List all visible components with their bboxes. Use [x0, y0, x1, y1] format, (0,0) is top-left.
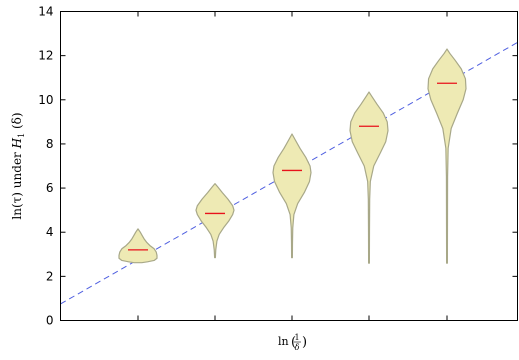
y-axis-label-prefix: ln(τ) under: [10, 148, 24, 219]
plot-frame: [60, 11, 518, 321]
y-tick-label-14: 14: [38, 5, 53, 19]
y-tick-label-2: 2: [46, 269, 54, 283]
medians-group: [128, 82, 457, 251]
y-axis-label: ln(τ) under H1 (δ): [10, 112, 26, 219]
y-axis-label-h: H: [10, 137, 24, 149]
violins-group: [118, 48, 467, 264]
y-tick-label-10: 10: [38, 93, 53, 107]
x-axis-label-open-paren: (: [291, 335, 296, 350]
ticks-group: [60, 11, 518, 321]
x-axis-label-denominator: δ: [295, 343, 300, 352]
y-tick-labels: 0 2 4 6 8 10 12 14: [38, 5, 53, 328]
y-tick-label-4: 4: [46, 225, 54, 239]
violin-3: [272, 133, 312, 259]
x-axis-label: ln ( 1 δ ): [278, 333, 307, 352]
x-axis-label-close-paren: ): [302, 335, 307, 350]
violin-1: [118, 228, 158, 264]
y-tick-label-6: 6: [46, 181, 54, 195]
y-tick-label-0: 0: [46, 314, 54, 328]
x-axis-label-numerator: 1: [294, 333, 299, 342]
violin-4: [349, 91, 389, 264]
violin-2: [195, 183, 235, 259]
y-axis-label-suffix: (δ): [10, 112, 24, 132]
violin-5: [427, 48, 467, 264]
y-tick-label-12: 12: [38, 49, 53, 63]
y-tick-label-8: 8: [46, 137, 54, 151]
x-axis-label-fn: ln: [278, 335, 289, 348]
y-axis-label-subscript: 1: [17, 133, 26, 138]
